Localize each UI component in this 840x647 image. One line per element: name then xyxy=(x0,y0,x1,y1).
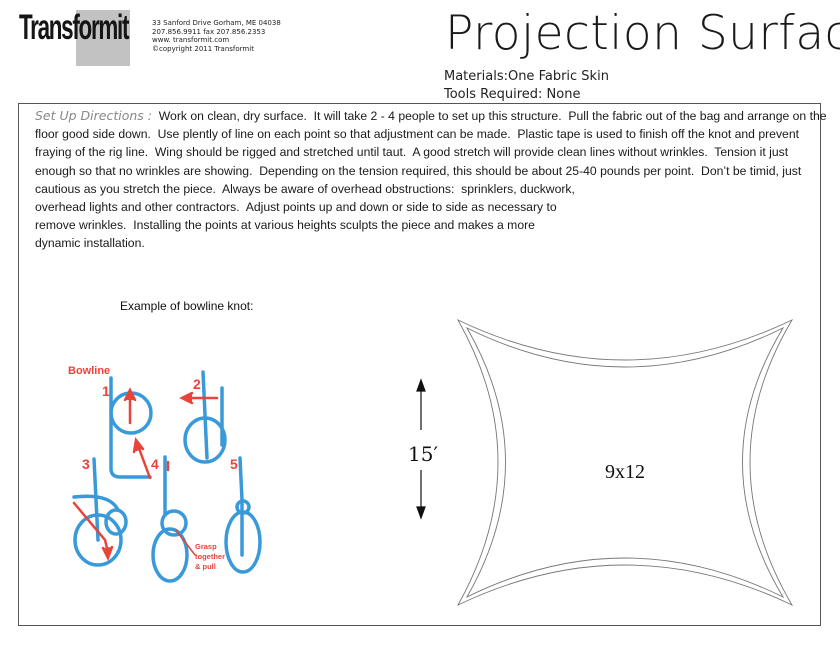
knot-title: Bowline xyxy=(68,365,110,377)
size-label: 9x12 xyxy=(605,461,645,483)
directions-label: Set Up Directions : xyxy=(35,108,152,123)
step-number: 5 xyxy=(230,456,238,472)
copyright: ©copyright 2011 Transformit xyxy=(152,44,254,53)
phone: 207.856.9911 fax 207.856.2353 xyxy=(152,27,266,36)
tools-required: Tools Required: None xyxy=(444,87,581,102)
knot-caption: Example of bowline knot: xyxy=(120,299,254,313)
logo: Transformit xyxy=(19,8,129,47)
address: 33 Sanford Drive Gorham, ME 04038 xyxy=(152,19,281,27)
knot-note: Grasp xyxy=(195,542,217,551)
directions-line: Work on clean, dry surface. It will take… xyxy=(152,109,827,123)
fabric-shape-outline xyxy=(456,318,794,607)
step-number: 2 xyxy=(193,376,201,392)
knot-note: together xyxy=(195,552,225,561)
directions-line: remove wrinkles. Installing the points a… xyxy=(35,218,535,233)
inner-edge xyxy=(465,326,785,599)
directions-line: fraying of the rig line. Wing should be … xyxy=(35,145,789,160)
specs: Materials:One Fabric Skin Tools Required… xyxy=(444,68,609,104)
height-dimension: 15′ xyxy=(408,378,438,520)
height-label: 15′ xyxy=(408,442,438,466)
directions-line: cautious as you stretch the piece. Alway… xyxy=(35,181,575,196)
step-number: 4 xyxy=(151,456,159,472)
logo-backdrop xyxy=(76,10,130,66)
arrow-down-icon xyxy=(416,506,426,520)
materials: Materials:One Fabric Skin xyxy=(444,69,609,84)
page-title: Projection Surface xyxy=(445,6,840,61)
step-number: 1 xyxy=(102,383,110,399)
directions-line: dynamic installation. xyxy=(35,236,145,251)
setup-directions: Set Up Directions : Work on clean, dry s… xyxy=(35,107,827,253)
website: www. transformit.com xyxy=(152,36,230,44)
bowline-knot-illustration: Bowline 1 2 3 4 5 Grasp together & pull xyxy=(68,365,262,583)
contact-info: 33 Sanford Drive Gorham, ME 04038 207.85… xyxy=(152,19,281,53)
knot-note: & pull xyxy=(195,562,216,571)
directions-line: floor good side down. Use plently of lin… xyxy=(35,127,799,142)
directions-line: enough so that no wrinkles are showing. … xyxy=(35,163,802,178)
content-frame xyxy=(18,103,821,626)
outer-edge xyxy=(456,318,794,607)
arrow-up-icon xyxy=(416,378,426,392)
step-number: 3 xyxy=(82,456,90,472)
directions-line: overhead lights and other contractors. A… xyxy=(35,200,557,215)
